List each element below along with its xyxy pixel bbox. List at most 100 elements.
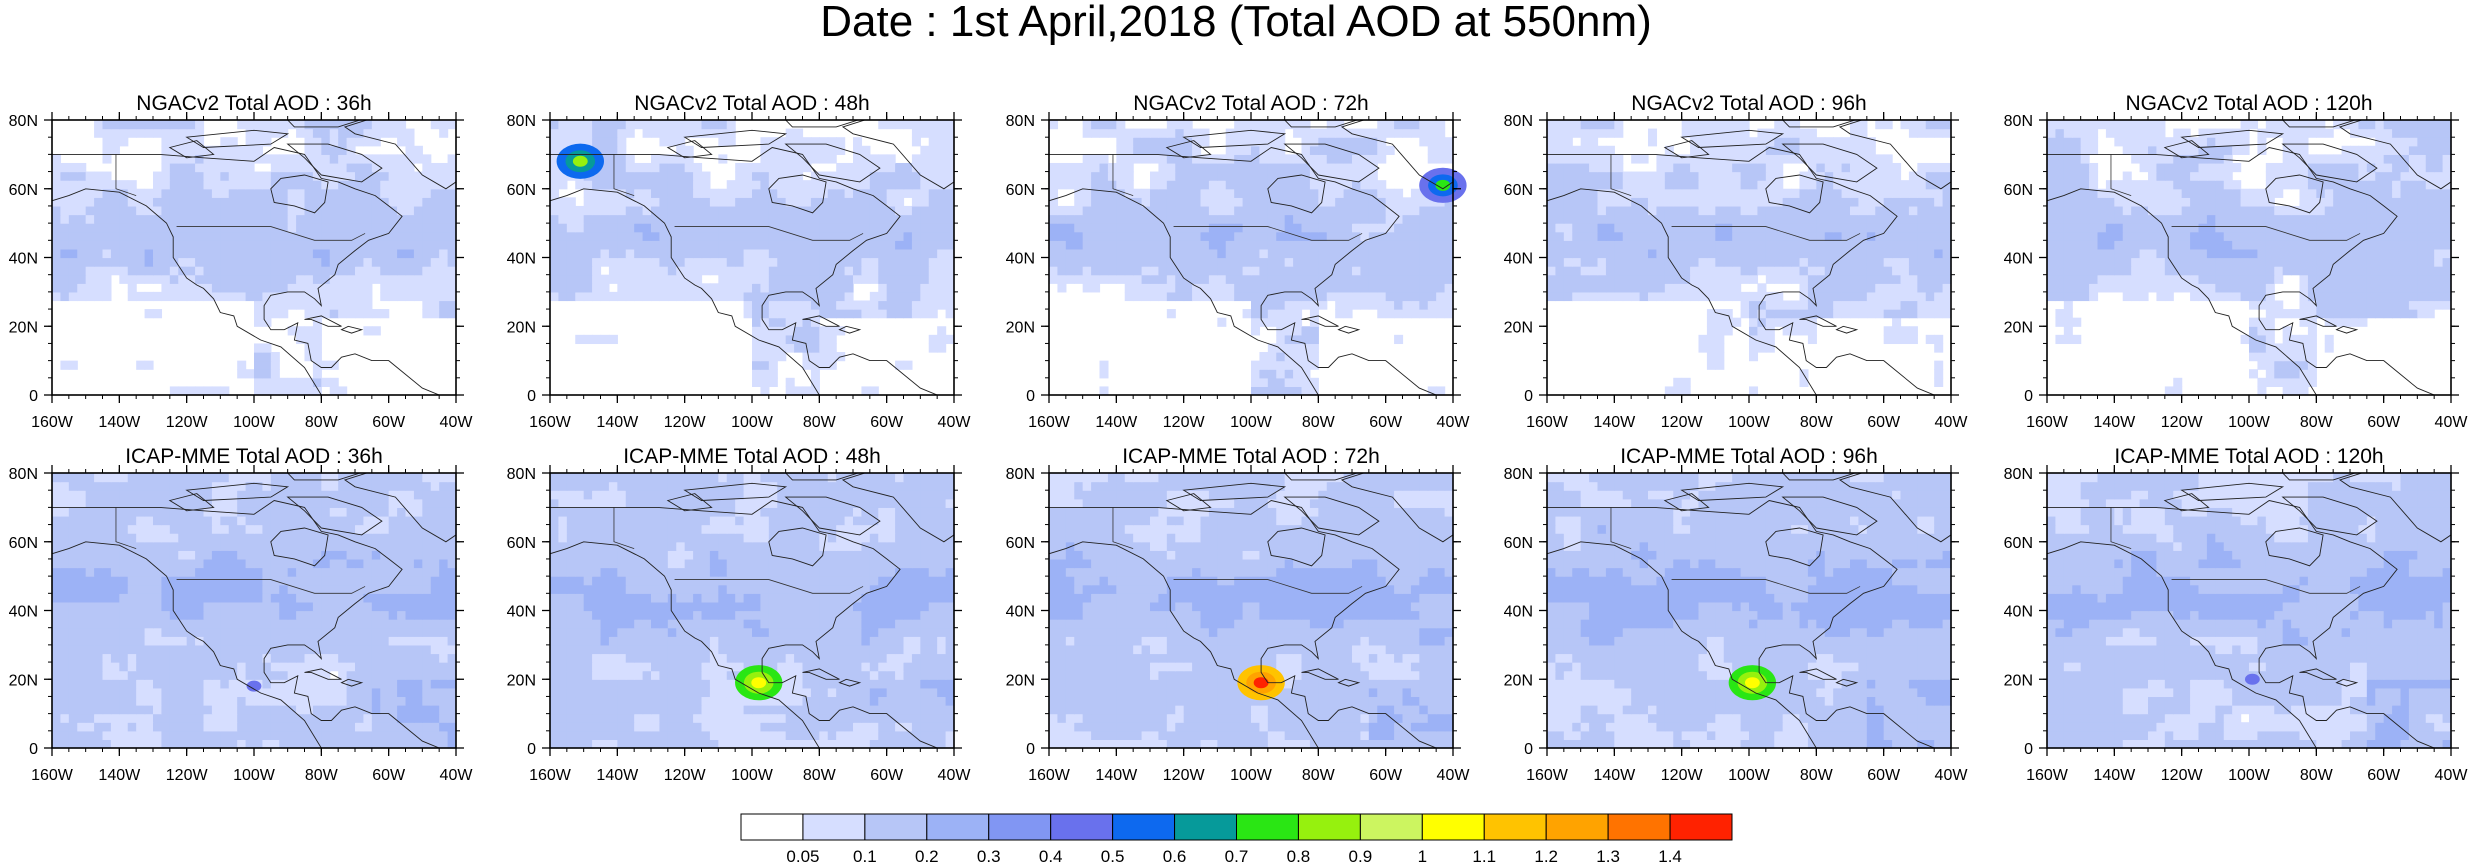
colorbar: 0.05 0.1 0.2 0.3 0.4 0.5 0.6 0.7 0.8 0.9 1 1.1 1.2 1.… bbox=[740, 813, 1733, 862]
x-tick-label: 40W bbox=[440, 414, 474, 431]
colorbar-swatch bbox=[740, 813, 804, 841]
y-tick-label: 60N bbox=[9, 535, 38, 552]
x-tick-label: 160W bbox=[1526, 414, 1569, 431]
panel-title: NGACv2 Total AOD : 120h bbox=[2125, 92, 2372, 115]
border-line bbox=[1173, 579, 1363, 594]
y-tick-label: 40N bbox=[1006, 604, 1035, 621]
y-tick-label: 80N bbox=[2004, 466, 2033, 483]
panel-title: NGACv2 Total AOD : 96h bbox=[1631, 92, 1866, 115]
x-tick-label: 60W bbox=[870, 414, 904, 431]
colorbar-swatch bbox=[1421, 813, 1485, 841]
x-tick-label: 160W bbox=[2026, 767, 2069, 784]
y-tick-label: 80N bbox=[1006, 466, 1035, 483]
aod-field bbox=[52, 473, 457, 749]
border-line bbox=[2171, 226, 2361, 241]
y-tick-label: 80N bbox=[1006, 113, 1035, 130]
y-tick-label: 0 bbox=[527, 741, 536, 758]
x-tick-label: 100W bbox=[1728, 767, 1771, 784]
x-tick-label: 160W bbox=[529, 414, 572, 431]
x-tick-label: 80W bbox=[1800, 767, 1834, 784]
map-panel: ICAP-MME Total AOD : 36h 160W 140W 120W 100W… bbox=[9, 445, 474, 784]
y-tick-label: 20N bbox=[1504, 672, 1533, 689]
y-tick-label: 0 bbox=[527, 388, 536, 405]
x-tick-label: 80W bbox=[305, 414, 339, 431]
y-tick-label: 40N bbox=[1504, 251, 1533, 268]
panel-title: ICAP-MME Total AOD : 120h bbox=[2114, 445, 2383, 468]
x-tick-label: 140W bbox=[98, 414, 141, 431]
x-tick-label: 40W bbox=[2435, 767, 2469, 784]
y-tick-label: 60N bbox=[2004, 535, 2033, 552]
panel-title: ICAP-MME Total AOD : 96h bbox=[1620, 445, 1878, 468]
aod-hotspot bbox=[572, 155, 588, 167]
x-tick-label: 40W bbox=[1437, 414, 1471, 431]
y-tick-label: 0 bbox=[1026, 388, 1035, 405]
x-tick-label: 100W bbox=[233, 414, 276, 431]
aod-hotspot bbox=[246, 680, 262, 692]
y-tick-label: 80N bbox=[507, 113, 536, 130]
x-tick-label: 60W bbox=[1369, 414, 1403, 431]
y-tick-label: 20N bbox=[507, 672, 536, 689]
map-panel: ICAP-MME Total AOD : 96h 160W 140W 120W 100W… bbox=[1504, 445, 1969, 784]
coastline-layer bbox=[1049, 473, 1453, 748]
x-tick-label: 60W bbox=[870, 767, 904, 784]
coastline-layer bbox=[550, 120, 954, 395]
figure-title: Date : 1st April,2018 (Total AOD at 550n… bbox=[820, 0, 1652, 46]
y-tick-label: 60N bbox=[1006, 535, 1035, 552]
aod-field bbox=[1049, 473, 1454, 749]
x-tick-label: 40W bbox=[1437, 767, 1471, 784]
y-tick-label: 80N bbox=[9, 113, 38, 130]
colorbar-swatch bbox=[1359, 813, 1423, 841]
x-tick-label: 140W bbox=[1593, 414, 1636, 431]
map-panel: NGACv2 Total AOD : 72h 160W 140W 120W 100W 80… bbox=[1006, 92, 1471, 431]
border-line bbox=[1173, 226, 1363, 241]
y-tick-label: 60N bbox=[9, 182, 38, 199]
x-tick-label: 160W bbox=[1028, 767, 1071, 784]
x-tick-label: 120W bbox=[664, 414, 707, 431]
colorbar-swatch bbox=[1236, 813, 1299, 841]
x-tick-label: 100W bbox=[1230, 414, 1273, 431]
y-tick-label: 20N bbox=[1006, 319, 1035, 336]
coastline-layer bbox=[2047, 120, 2451, 395]
map-panel: NGACv2 Total AOD : 120h 160W 140W 120W 100W 8… bbox=[2004, 92, 2469, 431]
y-tick-label: 0 bbox=[1524, 388, 1533, 405]
x-tick-label: 80W bbox=[2300, 414, 2334, 431]
x-tick-label: 40W bbox=[938, 767, 972, 784]
colorbar-swatch bbox=[864, 813, 928, 841]
colorbar-label: 0.6 bbox=[1163, 847, 1187, 862]
colorbar-swatch bbox=[1669, 813, 1733, 841]
x-tick-label: 100W bbox=[1728, 414, 1771, 431]
x-tick-label: 120W bbox=[1163, 414, 1206, 431]
border-line bbox=[1112, 507, 1134, 550]
x-tick-label: 60W bbox=[2367, 767, 2401, 784]
x-tick-label: 140W bbox=[2093, 414, 2136, 431]
x-tick-label: 140W bbox=[596, 414, 639, 431]
x-tick-label: 60W bbox=[372, 767, 406, 784]
aod-hotspot bbox=[1435, 179, 1451, 191]
x-tick-label: 160W bbox=[1526, 767, 1569, 784]
x-tick-label: 60W bbox=[1867, 767, 1901, 784]
colorbar-label: 0.8 bbox=[1287, 847, 1311, 862]
colorbar-swatch bbox=[1050, 813, 1114, 841]
y-tick-label: 0 bbox=[29, 388, 38, 405]
y-tick-label: 40N bbox=[2004, 604, 2033, 621]
x-tick-label: 100W bbox=[731, 414, 774, 431]
colorbar-label: 0.4 bbox=[1039, 847, 1063, 862]
x-tick-label: 140W bbox=[2093, 767, 2136, 784]
y-tick-label: 40N bbox=[9, 251, 38, 268]
y-tick-label: 60N bbox=[1504, 535, 1533, 552]
map-panel: ICAP-MME Total AOD : 48h 160W 140W 120W 100W… bbox=[507, 445, 972, 784]
x-tick-label: 120W bbox=[2161, 414, 2204, 431]
colorbar-label: 1.1 bbox=[1472, 847, 1496, 862]
coastline-layer bbox=[1049, 120, 1453, 395]
x-tick-label: 120W bbox=[1661, 767, 1704, 784]
x-tick-label: 160W bbox=[1028, 414, 1071, 431]
colorbar-swatch bbox=[1607, 813, 1671, 841]
y-tick-label: 0 bbox=[2024, 741, 2033, 758]
coastline-layer bbox=[2047, 473, 2451, 748]
y-tick-label: 60N bbox=[1504, 182, 1533, 199]
x-tick-label: 120W bbox=[166, 414, 209, 431]
border-line bbox=[115, 154, 137, 197]
colorbar-swatch bbox=[1545, 813, 1609, 841]
x-tick-label: 100W bbox=[233, 767, 276, 784]
x-tick-label: 160W bbox=[31, 767, 74, 784]
